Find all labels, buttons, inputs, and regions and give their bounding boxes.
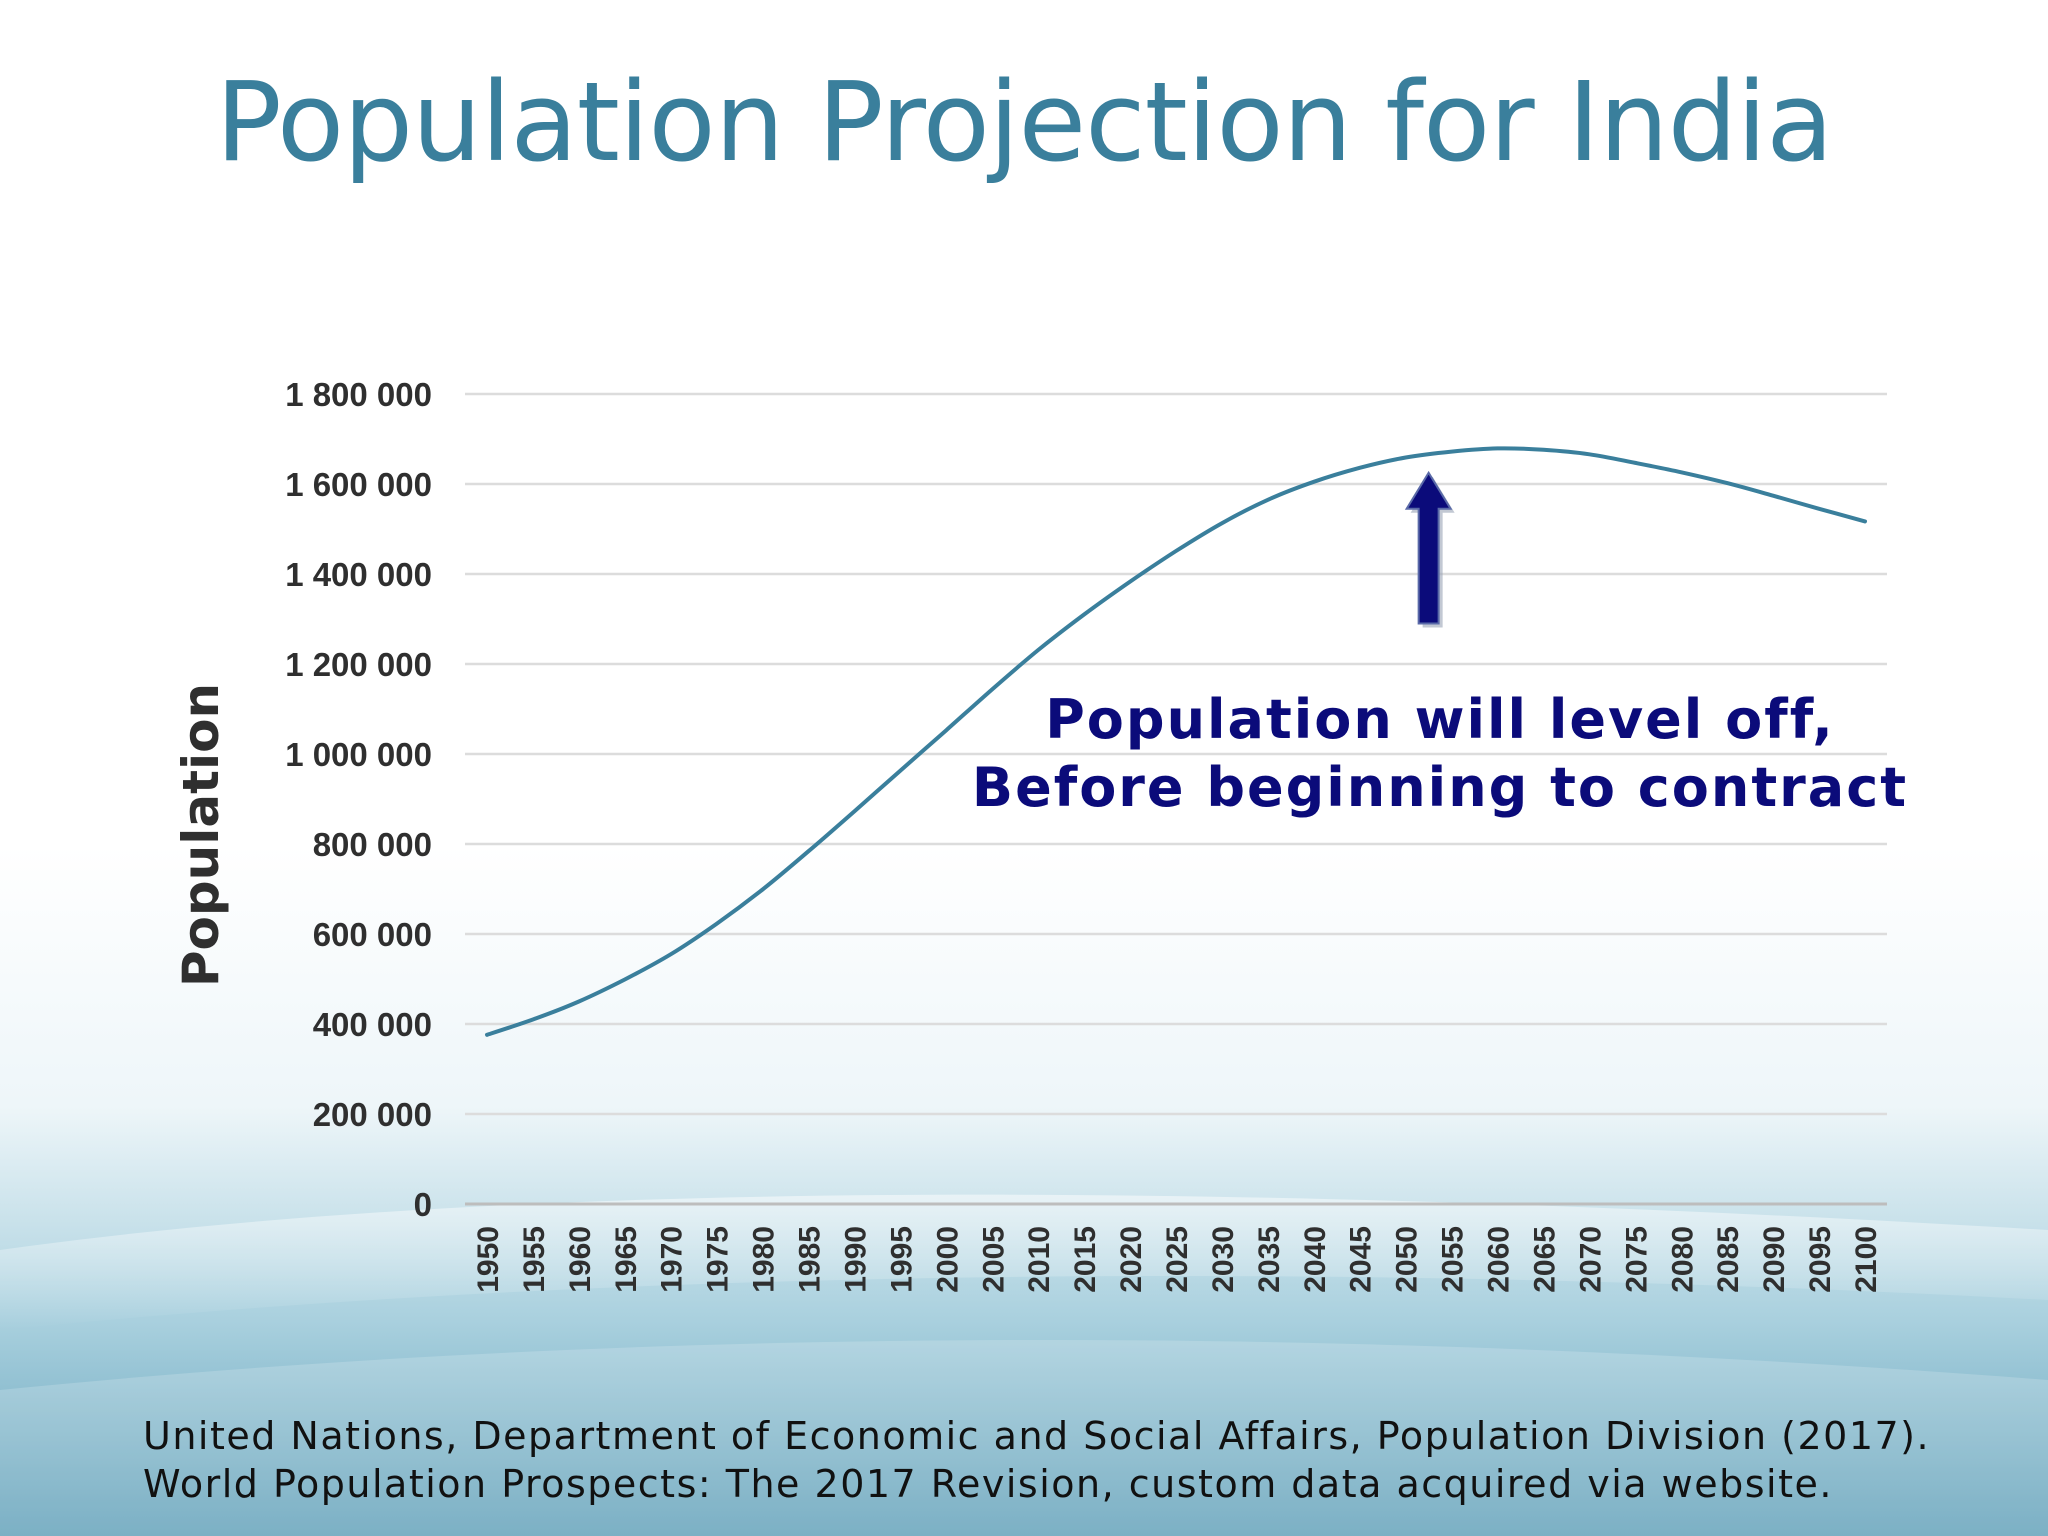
x-tick-label: 2040 xyxy=(1299,1226,1332,1293)
x-tick-label: 2070 xyxy=(1574,1226,1607,1293)
annotation-arrow xyxy=(1404,470,1455,628)
y-tick-labels: 0 200 000 400 000 600 000 800 000 1 000 000 1 … xyxy=(285,376,432,1223)
x-tick-label: 1965 xyxy=(610,1226,643,1293)
x-tick-label: 2025 xyxy=(1161,1226,1194,1293)
x-tick-label: 2095 xyxy=(1804,1226,1837,1293)
x-tick-label: 1985 xyxy=(794,1226,827,1293)
x-tick-label: 2065 xyxy=(1528,1226,1561,1293)
series-line xyxy=(485,446,1867,1037)
x-tick-label: 1950 xyxy=(472,1226,505,1293)
x-tick-label: 2045 xyxy=(1345,1226,1378,1293)
x-tick-label: 1960 xyxy=(564,1226,597,1293)
x-tick-label: 2075 xyxy=(1620,1226,1653,1293)
y-tick-label: 1 200 000 xyxy=(285,646,432,683)
x-tick-label: 1990 xyxy=(839,1226,872,1293)
x-tick-label: 2015 xyxy=(1069,1226,1102,1293)
y-tick-label: 1 400 000 xyxy=(285,556,432,593)
x-tick-label: 2080 xyxy=(1666,1226,1699,1293)
y-tick-label: 0 xyxy=(414,1186,432,1223)
x-tick-label: 1970 xyxy=(656,1226,689,1293)
y-tick-label: 200 000 xyxy=(313,1096,432,1133)
x-tick-label: 1995 xyxy=(885,1226,918,1293)
x-tick-label: 2100 xyxy=(1850,1226,1883,1293)
annotation-line-1: Population will level off, xyxy=(1045,688,1835,751)
x-tick-label: 2010 xyxy=(1023,1226,1056,1293)
slide-title: Population Projection for India xyxy=(215,58,1834,186)
x-tick-label: 1975 xyxy=(702,1226,735,1293)
y-tick-label: 600 000 xyxy=(313,916,432,953)
source-line-2: World Population Prospects: The 2017 Rev… xyxy=(143,1462,1833,1506)
y-tick-label: 400 000 xyxy=(313,1006,432,1043)
x-tick-label: 1955 xyxy=(518,1226,551,1293)
x-tick-label: 2060 xyxy=(1483,1226,1516,1293)
x-tick-label: 2055 xyxy=(1437,1226,1470,1293)
source-line-1: United Nations, Department of Economic a… xyxy=(143,1414,1931,1458)
arrow-shape xyxy=(1404,470,1453,625)
x-tick-label: 2000 xyxy=(931,1226,964,1293)
y-tick-label: 1 800 000 xyxy=(285,376,432,413)
x-tick-label: 2090 xyxy=(1758,1226,1791,1293)
x-tick-label: 1980 xyxy=(748,1226,781,1293)
y-tick-label: 1 600 000 xyxy=(285,466,432,503)
x-tick-label: 2085 xyxy=(1712,1226,1745,1293)
y-tick-label: 1 000 000 xyxy=(285,736,432,773)
x-tick-label: 2035 xyxy=(1253,1226,1286,1293)
x-tick-label: 2020 xyxy=(1115,1226,1148,1293)
x-tick-label: 2030 xyxy=(1207,1226,1240,1293)
gridlines xyxy=(465,392,1887,1206)
x-tick-label: 2005 xyxy=(977,1226,1010,1293)
x-tick-labels: 1950 1955 1960 1965 1970 1975 1980 1985 1990 1995… xyxy=(472,1226,1883,1293)
y-tick-label: 800 000 xyxy=(313,826,432,863)
y-axis-label: Population xyxy=(172,683,230,987)
source-citation: United Nations, Department of Economic a… xyxy=(143,1412,2023,1508)
x-tick-label: 2050 xyxy=(1391,1226,1424,1293)
annotation-line-2: Before beginning to contract xyxy=(972,756,1908,819)
